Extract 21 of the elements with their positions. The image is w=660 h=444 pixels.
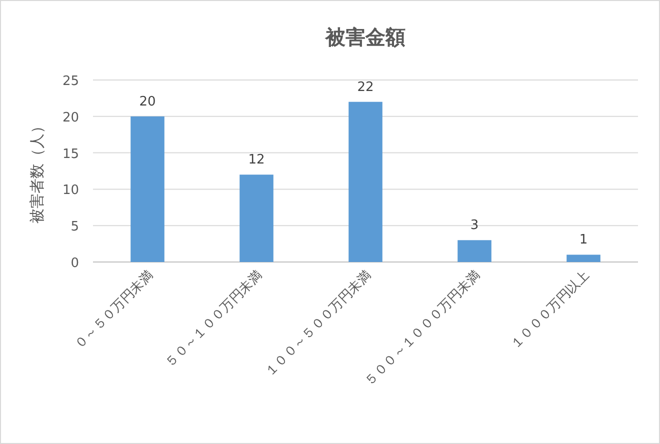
bar [566, 254, 600, 262]
y-axis-title: 被害者数（人） [28, 118, 46, 224]
y-tick-label: 0 [70, 256, 79, 271]
data-label: 1 [579, 232, 588, 248]
bar [240, 174, 274, 262]
data-label: 3 [470, 218, 479, 234]
y-tick-label: 10 [62, 183, 79, 198]
y-tick-label: 25 [62, 74, 79, 89]
x-tick-label: ０～５０万円未満 [72, 268, 156, 352]
data-label: 22 [357, 80, 374, 95]
bar [348, 102, 382, 262]
bar [130, 116, 164, 262]
data-label: 12 [248, 152, 265, 168]
x-tick-label: ５０～１００万円未満 [162, 268, 266, 371]
data-label: 20 [139, 94, 156, 110]
x-tick-label: １０００万円以上 [508, 268, 592, 352]
y-tick-label: 15 [62, 146, 79, 162]
y-tick-label: 5 [70, 220, 79, 235]
bar [458, 240, 492, 262]
y-tick-label: 20 [62, 110, 79, 126]
chart-title: 被害金額 [324, 25, 406, 49]
